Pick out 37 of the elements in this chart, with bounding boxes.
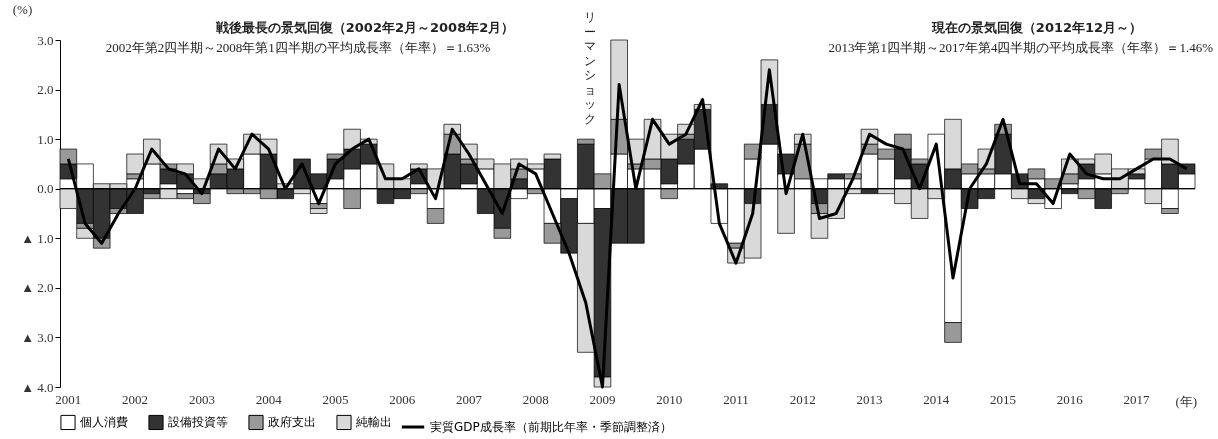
x-tick-label: 2015 [990,391,1017,407]
y-tick-label: 2.0 [37,82,54,98]
y-axis-title: (%) [12,1,33,17]
legend-label: 個人消費 [80,415,128,430]
y-tick-label: ▲ 3.0 [21,329,54,345]
x-tick-label: 2014 [923,391,950,407]
annotation: リーマンショック [584,10,597,126]
legend-label: 実質GDP成長率（前期比年率・季節調整済） [430,420,672,434]
y-tick-label: 1.0 [37,131,54,147]
legend-label: 純輸出 [356,415,392,430]
x-axis-title: (年) [1175,393,1198,409]
text: 戦後最長の景気回復（2002年2月～2008年2月） [214,20,515,35]
y-tick-label: ▲ 1.0 [21,230,54,246]
y-tick-label: 3.0 [37,32,54,48]
y-tick-label: ▲ 4.0 [21,379,54,395]
text: 現在の景気回復（2012年12月～） [930,20,1143,35]
x-tick-label: 2016 [1056,391,1084,407]
legend-label: 設備投資等 [168,415,228,430]
x-tick-label: 2013 [856,391,883,407]
x-tick-label: 2017 [1123,391,1151,407]
x-tick-label: 2008 [522,391,549,407]
x-tick-label: 2007 [455,391,483,407]
annotation: 2013年第1四半期～2017年第4四半期の平均成長率（年率）＝1.46% [828,40,1214,55]
x-tick-label: 2001 [55,391,82,407]
x-tick-label: 2005 [322,391,349,407]
legend-label: 政府支出 [268,415,316,430]
x-tick-label: 2006 [389,391,416,407]
y-tick-label: 0.0 [37,181,54,197]
y-tick-label: ▲ 2.0 [21,280,54,296]
x-tick-label: 2002 [122,391,149,407]
annotation: 2002年第2四半期～2008年第1四半期の平均成長率（年率）＝1.63% [105,40,491,55]
x-tick-label: 2004 [255,391,283,407]
x-tick-label: 2012 [789,391,816,407]
x-tick-label: 2009 [589,391,616,407]
x-tick-label: 2011 [723,391,749,407]
x-tick-label: 2010 [656,391,683,407]
x-tick-label: 2003 [188,391,215,407]
